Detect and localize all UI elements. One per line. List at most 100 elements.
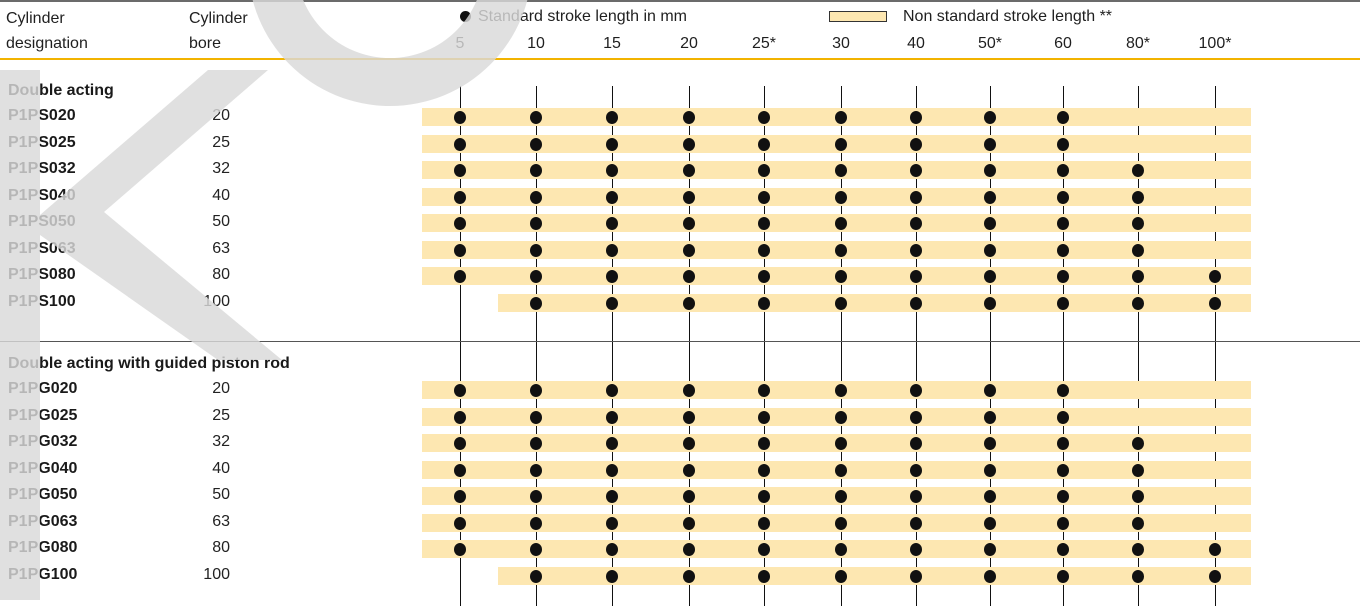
standard-stroke-dot [683,217,695,230]
stroke-header-100-star: 100* [1198,35,1232,52]
standard-stroke-dot [454,463,466,477]
cylinder-designation: P1PG063 [8,512,78,530]
designation-header-line1: Cylinder [6,10,65,27]
stroke-header-20: 20 [680,35,698,52]
standard-stroke-dot [835,270,847,283]
standard-stroke-dot [606,516,618,530]
cylinder-designation: P1PG020 [8,380,78,397]
standard-stroke-dot [758,516,770,530]
standard-stroke-dot [984,296,996,310]
stroke-header-50-star: 50* [977,35,1003,52]
standard-stroke-dot [910,543,922,556]
standard-stroke-dot [1132,190,1144,204]
table-row: P1PS020 20 [0,105,1360,131]
standard-stroke-dot [683,111,695,124]
standard-stroke-dot [758,217,770,230]
standard-stroke-dot [758,164,770,177]
standard-stroke-dot [530,384,542,397]
cylinder-bore: 20 [212,107,230,124]
section-divider [0,341,1360,342]
table-row: P1PG025 25 [0,405,1360,431]
standard-stroke-dot [454,137,466,151]
standard-stroke-dot [606,243,618,257]
standard-stroke-dot [984,164,996,177]
standard-stroke-dot [1057,137,1069,151]
standard-stroke-dot [758,296,770,310]
standard-stroke-dot [910,463,922,477]
section-title: Double acting with guided piston rod [8,355,290,372]
standard-stroke-dot [984,569,996,583]
standard-stroke-dot [606,543,618,556]
table-row: P1PS040 40 [0,185,1360,211]
standard-stroke-dot [984,111,996,124]
standard-stroke-dot [530,463,542,477]
table-row: P1PS025 25 [0,132,1360,158]
standard-stroke-dot [835,516,847,530]
standard-stroke-dot [454,217,466,230]
standard-stroke-dot [1057,463,1069,477]
cylinder-designation: P1PG040 [8,459,78,477]
stroke-header-30: 30 [832,35,850,52]
standard-stroke-dot [835,111,847,124]
stroke-column-line [1063,86,1064,606]
standard-stroke-dot [1132,164,1144,177]
standard-stroke-dot [910,437,922,450]
stroke-column-line [1138,86,1139,606]
standard-stroke-dot [683,164,695,177]
standard-stroke-dot [1132,243,1144,257]
standard-stroke-dot [910,270,922,283]
standard-stroke-dot [530,164,542,177]
standard-stroke-dot [683,543,695,556]
cylinder-designation: P1PG032 [8,433,78,450]
cylinder-designation: P1PG100 [8,565,78,583]
cylinder-designation: P1PS063 [8,239,76,257]
standard-stroke-dot [1132,516,1144,530]
standard-stroke-dot [984,543,996,556]
standard-stroke-dot [606,296,618,310]
cylinder-bore: 100 [203,292,230,310]
standard-stroke-dot [683,437,695,450]
standard-stroke-dot [1057,410,1069,424]
standard-stroke-dot [758,111,770,124]
standard-stroke-dot [530,543,542,556]
standard-stroke-dot [1132,270,1144,283]
section-title: Double acting [8,82,114,99]
standard-stroke-dot [454,164,466,177]
standard-stroke-dot [984,243,996,257]
table-row: P1PG080 80 [0,537,1360,563]
standard-stroke-dot [984,217,996,230]
standard-stroke-dot [606,384,618,397]
standard-stroke-dot [606,437,618,450]
standard-stroke-legend-dot-icon [460,11,471,22]
standard-stroke-dot [1057,384,1069,397]
standard-stroke-dot [835,543,847,556]
standard-stroke-dot [606,164,618,177]
standard-stroke-dot [1209,296,1221,310]
standard-stroke-dot [454,384,466,397]
standard-stroke-dot [683,490,695,503]
standard-stroke-dot [683,516,695,530]
stroke-column-line [990,86,991,606]
table-row: P1PS050 50 [0,211,1360,237]
standard-stroke-dot [910,569,922,583]
standard-stroke-dot [835,463,847,477]
standard-stroke-dot [758,270,770,283]
table-row: P1PG032 32 [0,431,1360,457]
standard-stroke-dot [530,137,542,151]
standard-stroke-dot [1132,437,1144,450]
standard-stroke-dot [683,463,695,477]
cylinder-bore: 80 [212,266,230,283]
standard-stroke-dot [910,490,922,503]
cylinder-designation: P1PG050 [8,486,78,503]
standard-stroke-dot [1209,543,1221,556]
table-row: P1PG040 40 [0,458,1360,484]
standard-stroke-dot [758,384,770,397]
standard-stroke-dot [758,437,770,450]
standard-stroke-dot [835,490,847,503]
standard-stroke-dot [530,217,542,230]
standard-stroke-dot [1209,569,1221,583]
stroke-header-80-star: 80* [1125,35,1151,52]
stroke-header-25-star: 25* [751,35,777,52]
standard-stroke-dot [984,437,996,450]
standard-stroke-dot [1057,543,1069,556]
